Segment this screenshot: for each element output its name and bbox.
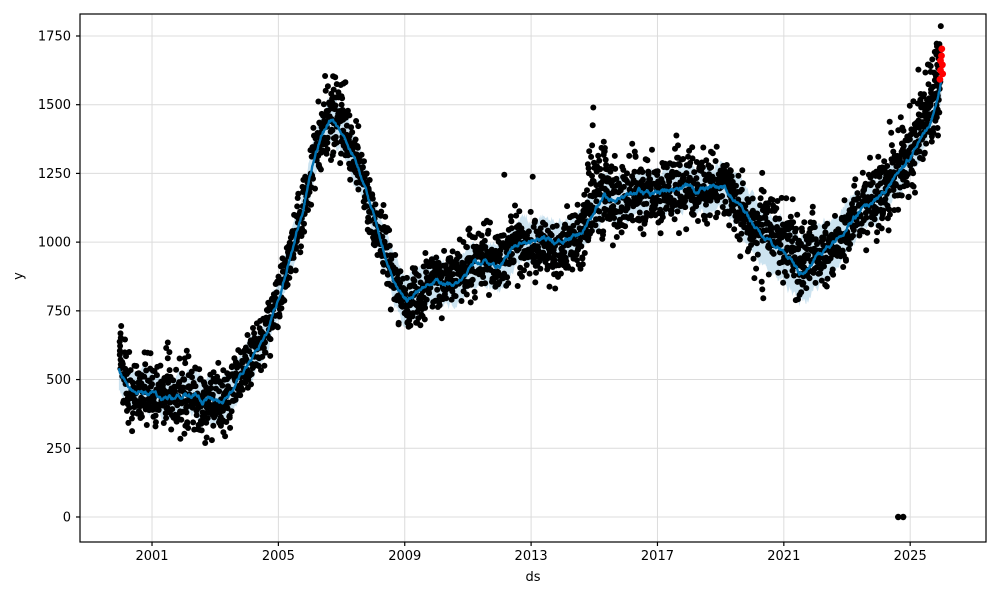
actuals-scatter-points: [116, 23, 944, 521]
x-tick-label: 2005: [262, 549, 295, 564]
y-tick-label: 750: [46, 304, 71, 319]
y-tick-label: 1750: [38, 29, 71, 44]
x-tick-label: 2025: [894, 549, 927, 564]
x-axis-label: ds: [525, 570, 541, 585]
y-tick-label: 0: [63, 510, 71, 525]
grid-lines: [80, 14, 986, 542]
y-tick-label: 1000: [38, 236, 71, 251]
forecast-line: [117, 79, 943, 406]
x-tick-label: 2013: [515, 549, 548, 564]
anomaly-points: [936, 45, 947, 83]
y-tick-label: 500: [46, 373, 71, 388]
x-tick-label: 2001: [135, 549, 168, 564]
x-tick-label: 2009: [388, 549, 421, 564]
x-tick-label: 2021: [767, 549, 800, 564]
y-tick-label: 1500: [38, 98, 71, 113]
y-tick-label: 250: [46, 442, 71, 457]
y-tick-label: 1250: [38, 167, 71, 182]
y-axis-label: y: [11, 272, 27, 280]
axis-ticks: 2001 2005 2009 2013 2017 2021 2025 0 250 500 750 10…: [38, 29, 927, 564]
x-tick-label: 2017: [641, 549, 674, 564]
plot-border: [79, 13, 987, 543]
